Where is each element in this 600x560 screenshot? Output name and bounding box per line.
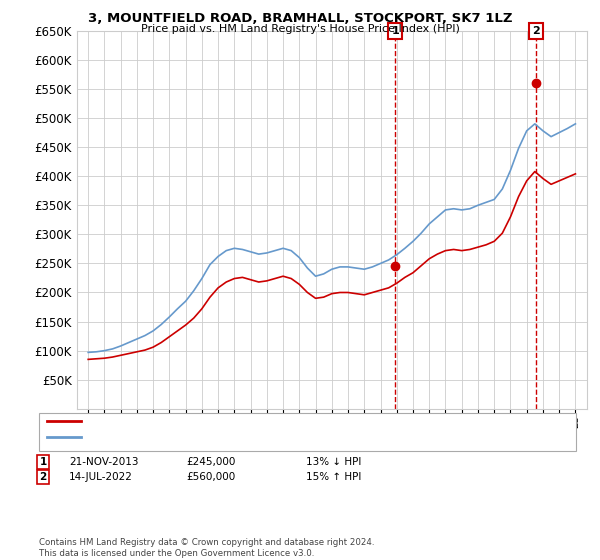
Text: 13% ↓ HPI: 13% ↓ HPI — [306, 457, 361, 467]
Text: 1: 1 — [40, 457, 47, 467]
Text: 1: 1 — [391, 26, 399, 36]
Text: 3, MOUNTFIELD ROAD, BRAMHALL, STOCKPORT, SK7 1LZ (detached house): 3, MOUNTFIELD ROAD, BRAMHALL, STOCKPORT,… — [86, 416, 476, 426]
Text: 2: 2 — [532, 26, 539, 36]
Text: £245,000: £245,000 — [186, 457, 235, 467]
Text: 21-NOV-2013: 21-NOV-2013 — [69, 457, 139, 467]
Text: 2: 2 — [40, 472, 47, 482]
Text: 15% ↑ HPI: 15% ↑ HPI — [306, 472, 361, 482]
Text: £560,000: £560,000 — [186, 472, 235, 482]
Text: HPI: Average price, detached house, Stockport: HPI: Average price, detached house, Stoc… — [86, 432, 329, 442]
Text: 14-JUL-2022: 14-JUL-2022 — [69, 472, 133, 482]
Text: Contains HM Land Registry data © Crown copyright and database right 2024.
This d: Contains HM Land Registry data © Crown c… — [39, 538, 374, 558]
Text: 3, MOUNTFIELD ROAD, BRAMHALL, STOCKPORT, SK7 1LZ: 3, MOUNTFIELD ROAD, BRAMHALL, STOCKPORT,… — [88, 12, 512, 25]
Text: Price paid vs. HM Land Registry's House Price Index (HPI): Price paid vs. HM Land Registry's House … — [140, 24, 460, 34]
